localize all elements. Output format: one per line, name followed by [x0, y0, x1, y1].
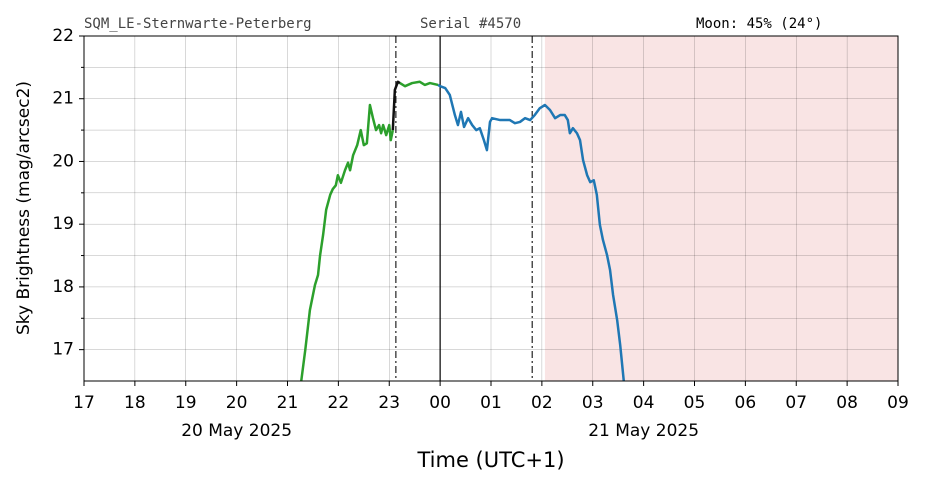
- night-shade: [544, 36, 898, 381]
- plot-area: [300, 80, 626, 381]
- x-tick-label: 02: [531, 393, 553, 413]
- x-tick-label: 06: [735, 393, 757, 413]
- y-tick-label: 17: [52, 340, 74, 360]
- serial: Serial #4570: [420, 16, 521, 32]
- x-tick-label: 23: [378, 393, 400, 413]
- x-tick-label: 22: [328, 393, 350, 413]
- date-label: 21 May 2025: [588, 421, 699, 441]
- moon-info: Moon: 45% (24°): [696, 16, 822, 32]
- y-tick-label: 18: [52, 277, 74, 297]
- x-tick-label: 07: [785, 393, 807, 413]
- x-tick-label: 00: [429, 393, 451, 413]
- x-tick-label: 20: [226, 393, 248, 413]
- x-tick-label: 17: [73, 393, 95, 413]
- x-tick-label: 19: [175, 393, 197, 413]
- site-name: SQM_LE-Sternwarte-Peterberg: [84, 16, 312, 32]
- y-tick-label: 21: [52, 89, 74, 109]
- brightness-line: [391, 80, 401, 131]
- x-tick-label: 09: [887, 393, 909, 413]
- x-tick-label: 03: [582, 393, 604, 413]
- axes: 17 18 19 20 21 22 23 00 01 02 03 04 05 06 07 08 09 17 18 19…: [52, 26, 908, 441]
- x-axis-label: Time (UTC+1): [416, 448, 564, 472]
- brightness-line: [437, 83, 626, 381]
- brightness-line: [300, 80, 439, 381]
- x-tick-label: 01: [480, 393, 502, 413]
- x-tick-label: 18: [124, 393, 146, 413]
- plot-background: [83, 35, 899, 381]
- x-tick-label: 21: [277, 393, 299, 413]
- y-tick-label: 19: [52, 214, 74, 234]
- y-tick-label: 20: [52, 151, 74, 171]
- y-tick-label: 22: [52, 26, 74, 46]
- x-tick-label: 05: [684, 393, 706, 413]
- x-tick-label: 04: [633, 393, 655, 413]
- y-axis-label: Sky Brightness (mag/arcsec2): [14, 81, 34, 335]
- date-label: 20 May 2025: [181, 421, 292, 441]
- x-tick-label: 08: [836, 393, 858, 413]
